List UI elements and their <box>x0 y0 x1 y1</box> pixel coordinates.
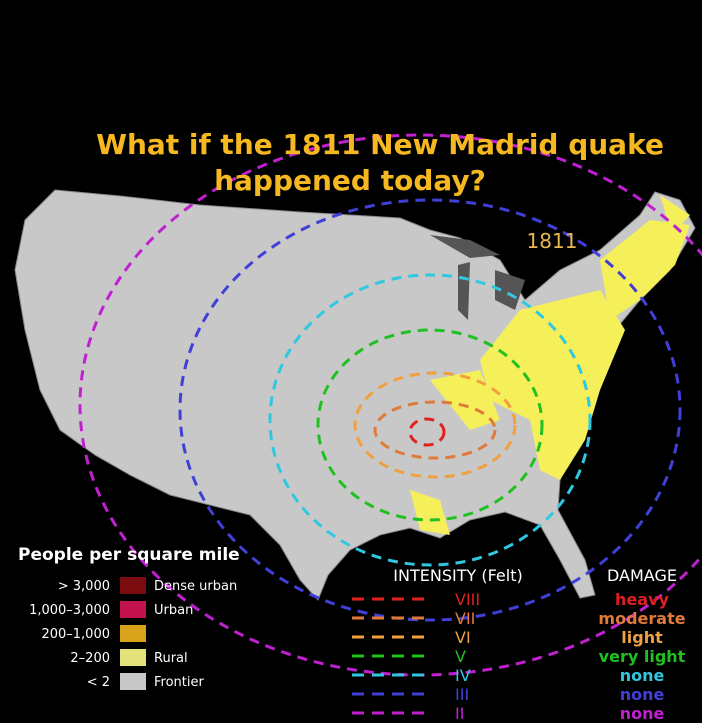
lake <box>458 262 470 320</box>
title-line-1: What if the 1811 New Madrid quake <box>96 128 664 161</box>
intensity-level: VI <box>455 628 471 647</box>
intensity-ring <box>268 273 592 567</box>
populated-areas <box>410 195 690 535</box>
damage-label: none <box>620 666 665 685</box>
legend-swatch <box>120 601 146 618</box>
us-map <box>14 189 696 601</box>
legend-range: < 2 <box>87 675 110 690</box>
damage-header: DAMAGE <box>607 566 677 585</box>
population-legend: > 3,000 Dense urban 1,000–3,000 Urban 200–1,… <box>29 577 237 690</box>
legend-swatch <box>120 649 146 666</box>
intensity-header: INTENSITY (Felt) <box>393 566 522 585</box>
legend-label: Rural <box>154 651 188 666</box>
damage-label: none <box>620 704 665 723</box>
great-lakes <box>430 235 525 320</box>
damage-label: light <box>621 628 663 647</box>
intensity-level: IV <box>455 666 471 685</box>
legend-swatch <box>120 625 146 642</box>
intensity-level: V <box>455 647 466 666</box>
intensity-ring <box>353 371 517 479</box>
legend-label: Frontier <box>154 675 204 690</box>
intensity-ring <box>316 328 544 522</box>
populated-area <box>660 195 690 235</box>
legend-title: People per square mile <box>18 545 240 565</box>
legend-swatch <box>120 577 146 594</box>
legend-swatch <box>120 673 146 690</box>
damage-label: very light <box>599 647 686 666</box>
populated-area <box>600 220 690 320</box>
damage-label: moderate <box>598 609 685 628</box>
lake <box>495 270 525 310</box>
intensity-level: III <box>455 685 469 704</box>
legend-range: 200–1,000 <box>41 627 110 642</box>
intensity-level: VII <box>455 609 475 628</box>
legend-range: 1,000–3,000 <box>29 603 110 618</box>
legend-range: 2–200 <box>70 651 110 666</box>
lake <box>430 235 500 258</box>
intensity-ring <box>408 417 446 447</box>
populated-area <box>410 490 450 535</box>
intensity-level: II <box>455 704 464 723</box>
populated-area <box>430 370 500 430</box>
legend-range: > 3,000 <box>58 579 110 594</box>
title-line-2: happened today? <box>214 164 486 197</box>
intensity-ring <box>178 198 682 622</box>
legend-label: Urban <box>154 603 193 618</box>
year-label: 1811 <box>527 229 578 253</box>
intensity-ring <box>373 400 497 460</box>
damage-label: none <box>620 685 665 704</box>
intensity-level: VIII <box>455 590 480 609</box>
intensity-legend: VIII heavy VII moderate VI light V very light IV… <box>352 590 686 723</box>
damage-label: heavy <box>615 590 669 609</box>
legend-label: Dense urban <box>154 579 237 594</box>
populated-area <box>480 290 625 480</box>
